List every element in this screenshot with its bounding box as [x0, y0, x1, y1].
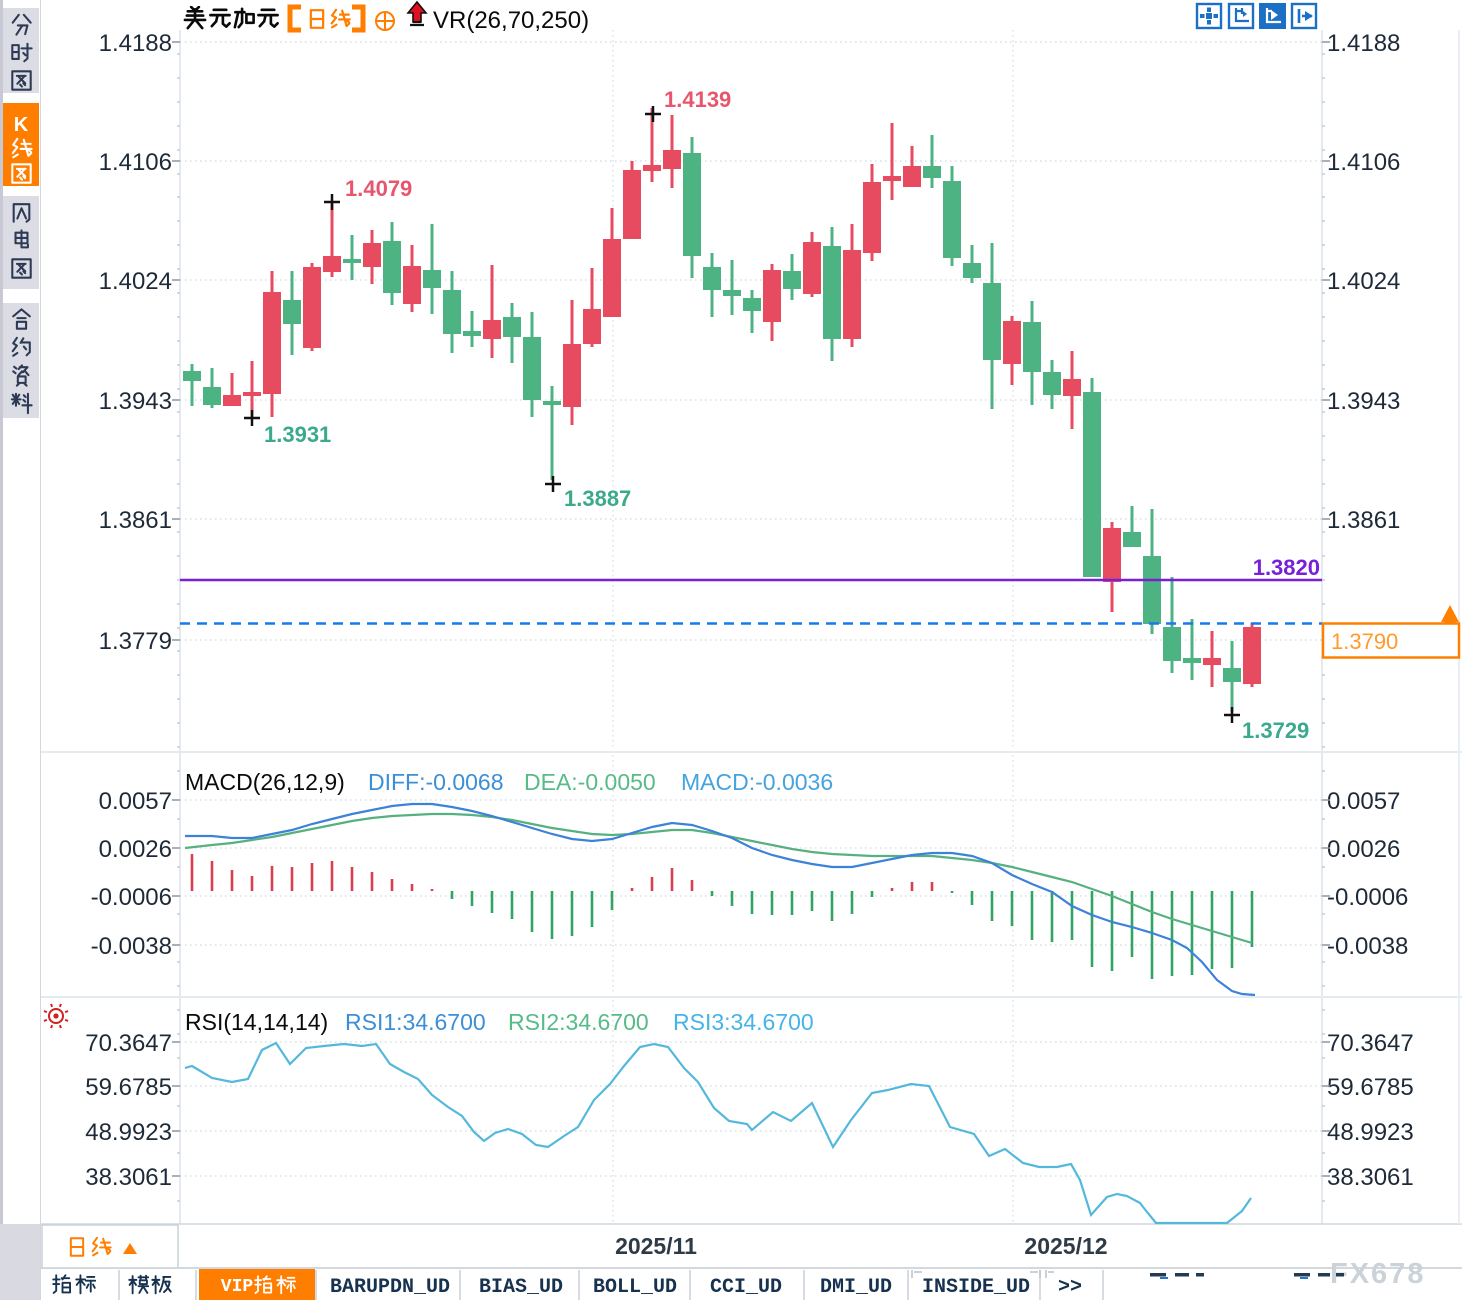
- svg-text:CCI_UD: CCI_UD: [710, 1276, 782, 1299]
- svg-text:RSI(14,14,14): RSI(14,14,14): [185, 1009, 328, 1035]
- svg-text:70.3647: 70.3647: [85, 1030, 172, 1057]
- svg-text:1.3931: 1.3931: [264, 422, 331, 447]
- svg-text:BOLL_UD: BOLL_UD: [593, 1276, 677, 1299]
- svg-text:1.4024: 1.4024: [99, 268, 172, 295]
- svg-text:38.3061: 38.3061: [1327, 1164, 1414, 1191]
- svg-text:1.4106: 1.4106: [99, 149, 172, 176]
- svg-text:DMI_UD: DMI_UD: [820, 1276, 892, 1299]
- svg-text:1.4079: 1.4079: [345, 176, 412, 201]
- svg-text:-0.0038: -0.0038: [91, 933, 172, 960]
- svg-text:1.3887: 1.3887: [564, 486, 631, 511]
- svg-text:1.4024: 1.4024: [1327, 268, 1400, 295]
- svg-text:RSI1:34.6700: RSI1:34.6700: [345, 1009, 486, 1035]
- svg-text:0.0057: 0.0057: [99, 788, 172, 815]
- svg-text:59.6785: 59.6785: [1327, 1074, 1414, 1101]
- svg-text:>>: >>: [1058, 1276, 1082, 1299]
- svg-text:1.3943: 1.3943: [99, 388, 172, 415]
- svg-text:48.9923: 48.9923: [85, 1119, 172, 1146]
- svg-text:-0.0038: -0.0038: [1327, 933, 1408, 960]
- svg-text:1.3861: 1.3861: [99, 507, 172, 534]
- svg-text:0.0026: 0.0026: [99, 836, 172, 863]
- svg-text:VIP: VIP: [221, 1277, 254, 1297]
- svg-text:1.3943: 1.3943: [1327, 388, 1400, 415]
- svg-text:FX678: FX678: [1330, 1258, 1425, 1290]
- svg-text:48.9923: 48.9923: [1327, 1119, 1414, 1146]
- svg-text:BIAS_UD: BIAS_UD: [479, 1276, 563, 1299]
- svg-text:1.4106: 1.4106: [1327, 149, 1400, 176]
- svg-text:BARUPDN_UD: BARUPDN_UD: [330, 1276, 450, 1299]
- svg-text:1.4188: 1.4188: [1327, 30, 1400, 57]
- svg-text:1.4139: 1.4139: [664, 87, 731, 112]
- svg-text:1.3729: 1.3729: [1242, 718, 1309, 743]
- svg-text:0.0026: 0.0026: [1327, 836, 1400, 863]
- svg-text:59.6785: 59.6785: [85, 1074, 172, 1101]
- svg-text:DEA:-0.0050: DEA:-0.0050: [524, 769, 656, 795]
- svg-text:2025/12: 2025/12: [1024, 1233, 1107, 1259]
- svg-text:0.0057: 0.0057: [1327, 788, 1400, 815]
- svg-text:70.3647: 70.3647: [1327, 1030, 1414, 1057]
- svg-text:38.3061: 38.3061: [85, 1164, 172, 1191]
- svg-text:1.3861: 1.3861: [1327, 507, 1400, 534]
- svg-text:RSI2:34.6700: RSI2:34.6700: [508, 1009, 649, 1035]
- svg-text:-0.0006: -0.0006: [91, 884, 172, 911]
- svg-text:K: K: [14, 114, 29, 136]
- svg-text:MACD(26,12,9): MACD(26,12,9): [185, 769, 345, 795]
- svg-text:1.4188: 1.4188: [99, 30, 172, 57]
- svg-text:2025/11: 2025/11: [615, 1233, 697, 1259]
- svg-text:DIFF:-0.0068: DIFF:-0.0068: [368, 769, 504, 795]
- svg-text:1.3820: 1.3820: [1253, 555, 1320, 580]
- svg-text:MACD:-0.0036: MACD:-0.0036: [681, 769, 833, 795]
- svg-text:INSIDE_UD: INSIDE_UD: [922, 1276, 1030, 1299]
- svg-text:VR(26,70,250): VR(26,70,250): [433, 7, 589, 34]
- svg-text:RSI3:34.6700: RSI3:34.6700: [673, 1009, 814, 1035]
- svg-text:1.3779: 1.3779: [99, 628, 172, 655]
- svg-text:1.3790: 1.3790: [1331, 629, 1398, 654]
- svg-text:-0.0006: -0.0006: [1327, 884, 1408, 911]
